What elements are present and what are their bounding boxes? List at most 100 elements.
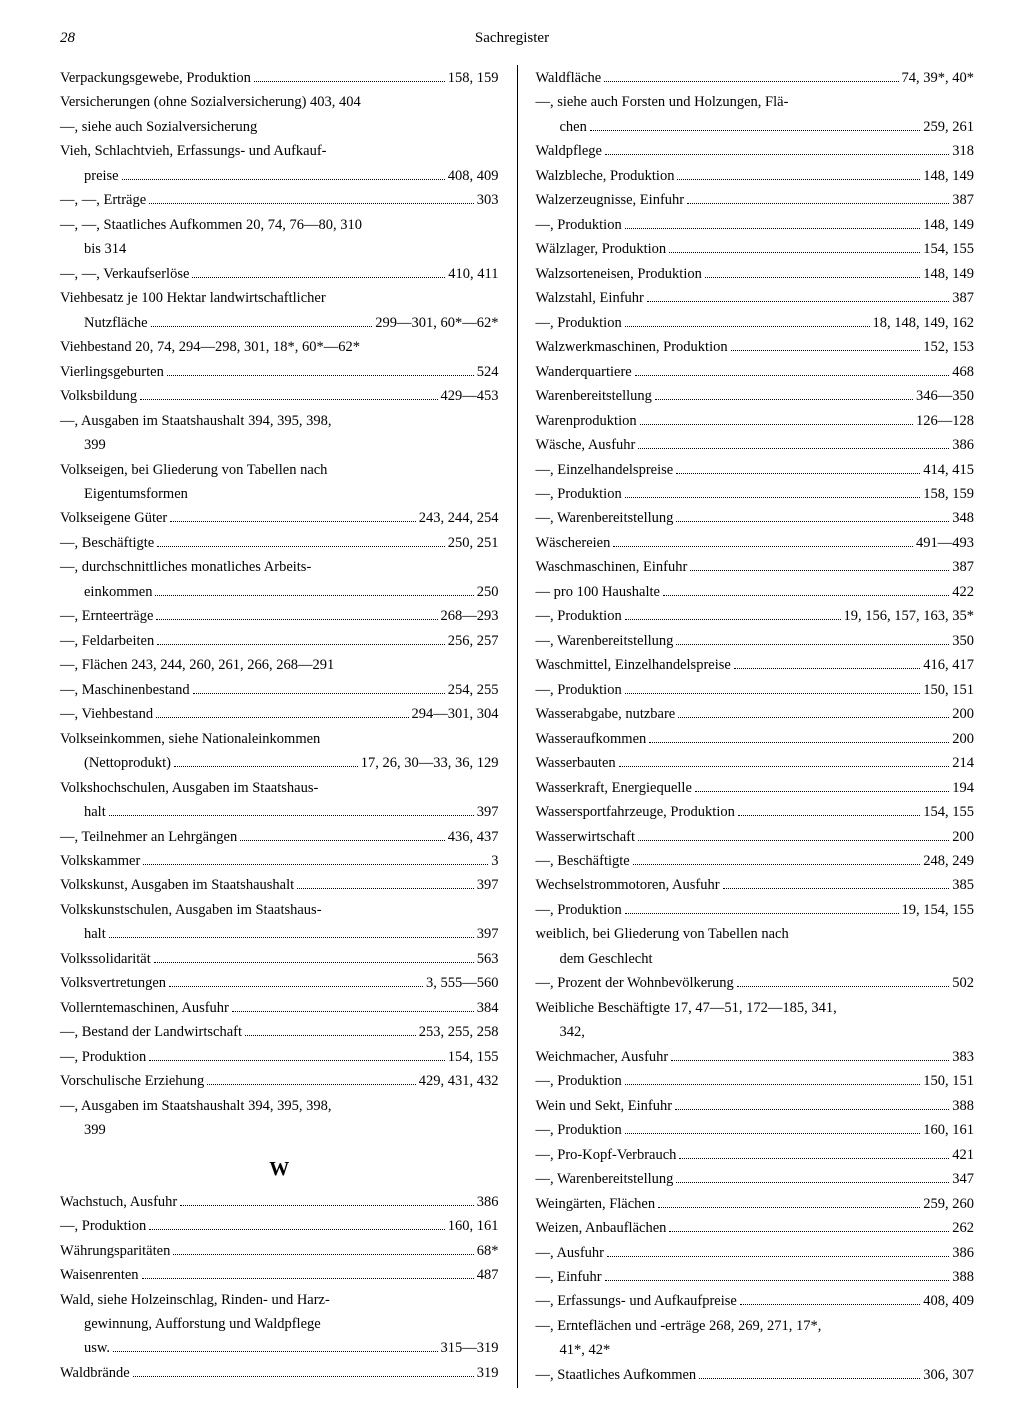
leader-dots: [677, 179, 920, 180]
index-entry: Verpackungsgewebe, Produktion158, 159: [60, 67, 499, 89]
page: 28 Sachregister Verpackungsgewebe, Produ…: [0, 0, 1024, 1428]
entry-label: 399: [60, 434, 106, 456]
leader-dots: [245, 1035, 416, 1036]
leader-dots: [605, 1280, 950, 1281]
leader-dots: [207, 1084, 415, 1085]
entry-label: Volksvertretungen: [60, 972, 166, 994]
entry-pages: 563: [477, 948, 499, 970]
index-entry: Volksbildung429—453: [60, 385, 499, 407]
entry-pages: 408, 409: [448, 165, 499, 187]
leader-dots: [625, 1084, 921, 1085]
entry-pages: 468: [952, 361, 974, 383]
entry-label: Weizen, Anbauflächen: [536, 1217, 667, 1239]
entry-pages: 315—319: [441, 1337, 499, 1359]
entry-pages: 397: [477, 923, 499, 945]
leader-dots: [687, 203, 949, 204]
entry-pages: 524: [477, 361, 499, 383]
index-entry: —, Ausgaben im Staatshaushalt 394, 395, …: [60, 410, 499, 432]
entry-pages: 68*: [477, 1240, 499, 1262]
entry-label: —, Ernteerträge: [60, 605, 153, 627]
entry-pages: 318: [952, 140, 974, 162]
entry-label: Wäschereien: [536, 532, 611, 554]
entry-label: Volkskunstschulen, Ausgaben im Staatshau…: [60, 899, 322, 921]
entry-label: Eigentumsformen: [60, 483, 188, 505]
index-entry: weiblich, bei Gliederung von Tabellen na…: [536, 923, 975, 945]
leader-dots: [655, 399, 913, 400]
entry-label: —, Produktion: [536, 679, 622, 701]
leader-dots: [638, 448, 949, 449]
index-entry: —, Warenbereitstellung348: [536, 507, 975, 529]
leader-dots: [156, 619, 437, 620]
leader-dots: [149, 1060, 445, 1061]
entry-pages: 200: [952, 703, 974, 725]
entry-label: bis 314: [60, 238, 126, 260]
index-entry: Waschmittel, Einzelhandelspreise416, 417: [536, 654, 975, 676]
leader-dots: [604, 81, 898, 82]
leader-dots: [734, 668, 920, 669]
leader-dots: [157, 644, 445, 645]
entry-pages: 303: [477, 189, 499, 211]
index-entry: —, durchschnittliches monatliches Arbeit…: [60, 556, 499, 578]
index-entry: —, Prozent der Wohnbevölkerung502: [536, 972, 975, 994]
section-letter: W: [60, 1158, 499, 1181]
index-entry: Viehbesatz je 100 Hektar landwirtschaftl…: [60, 287, 499, 309]
index-entry: —, Flächen 243, 244, 260, 261, 266, 268—…: [60, 654, 499, 676]
entry-label: 41*, 42*: [536, 1339, 611, 1361]
entry-pages: 19, 156, 157, 163, 35*: [844, 605, 975, 627]
entry-pages: 158, 159: [923, 483, 974, 505]
entry-pages: 347: [952, 1168, 974, 1190]
leader-dots: [154, 962, 474, 963]
leader-dots: [731, 350, 921, 351]
index-entry: Nutzfläche299—301, 60*—62*: [60, 312, 499, 334]
entry-label: Waldpflege: [536, 140, 602, 162]
entry-label: Vierlingsgeburten: [60, 361, 164, 383]
leader-dots: [174, 766, 358, 767]
entry-label: Währungsparitäten: [60, 1240, 170, 1262]
entry-pages: 429, 431, 432: [419, 1070, 499, 1092]
entry-pages: 383: [952, 1046, 974, 1068]
entry-label: —, Produktion: [536, 312, 622, 334]
index-entry: —, Warenbereitstellung 347: [536, 1168, 975, 1190]
entry-pages: 3, 555—560: [426, 972, 499, 994]
entry-pages: 384: [477, 997, 499, 1019]
entry-label: Wäsche, Ausfuhr: [536, 434, 636, 456]
entry-pages: 160, 161: [448, 1215, 499, 1237]
leader-dots: [695, 791, 949, 792]
page-number: 28: [60, 30, 75, 47]
entry-label: —, Produktion: [60, 1046, 146, 1068]
index-entry: Vierlingsgeburten 524: [60, 361, 499, 383]
index-entry: Wachstuch, Ausfuhr386: [60, 1191, 499, 1213]
entry-label: Waisenrenten: [60, 1264, 139, 1286]
entry-label: —, Warenbereitstellung: [536, 1168, 674, 1190]
entry-label: —, Teilnehmer an Lehrgängen: [60, 826, 237, 848]
leader-dots: [647, 301, 949, 302]
entry-pages: 254, 255: [448, 679, 499, 701]
index-entry: —, Bestand der Landwirtschaft253, 255, 2…: [60, 1021, 499, 1043]
entry-label: —, Produktion: [536, 214, 622, 236]
leader-dots: [635, 375, 950, 376]
entry-label: —, Maschinenbestand: [60, 679, 190, 701]
leader-dots: [149, 1229, 445, 1230]
index-entry: —, Produktion160, 161: [536, 1119, 975, 1141]
index-entry: gewinnung, Aufforstung und Waldpflege: [60, 1313, 499, 1335]
entry-label: —, Ausgaben im Staatshaushalt 394, 395, …: [60, 1095, 331, 1117]
entry-pages: 397: [477, 874, 499, 896]
entry-pages: 299—301, 60*—62*: [375, 312, 498, 334]
entry-pages: 214: [952, 752, 974, 774]
entry-label: Walzerzeugnisse, Einfuhr: [536, 189, 685, 211]
index-entry: —, Produktion150, 151: [536, 1070, 975, 1092]
index-entry: Volkseinkommen, siehe Nationaleinkommen: [60, 728, 499, 750]
entry-label: —, Produktion: [536, 1119, 622, 1141]
index-entry: —, Beschäftigte250, 251: [60, 532, 499, 554]
index-entry: 342,: [536, 1021, 975, 1043]
entry-label: —, Flächen 243, 244, 260, 261, 266, 268—…: [60, 654, 334, 676]
index-entry: Vieh, Schlachtvieh, Erfassungs- und Aufk…: [60, 140, 499, 162]
leader-dots: [151, 326, 373, 327]
index-entry: Volkskunstschulen, Ausgaben im Staatshau…: [60, 899, 499, 921]
entry-label: Volkskammer: [60, 850, 140, 872]
entry-label: halt: [60, 923, 106, 945]
leader-dots: [619, 766, 950, 767]
entry-label: Verpackungsgewebe, Produktion: [60, 67, 251, 89]
leader-dots: [232, 1011, 474, 1012]
entry-pages: 386: [952, 1242, 974, 1264]
